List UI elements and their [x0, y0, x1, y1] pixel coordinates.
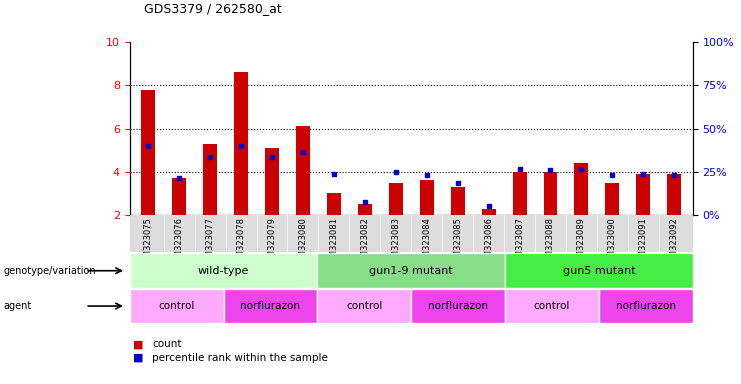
Text: GSM323085: GSM323085 [453, 217, 462, 268]
Text: genotype/variation: genotype/variation [4, 266, 96, 276]
Bar [389, 183, 403, 215]
Text: GSM323090: GSM323090 [608, 217, 617, 268]
Text: GSM323076: GSM323076 [175, 217, 184, 268]
Text: norflurazon: norflurazon [241, 301, 300, 311]
Text: count: count [152, 339, 182, 349]
Text: GSM323075: GSM323075 [144, 217, 153, 268]
Bar [482, 209, 496, 215]
Bar [296, 126, 310, 215]
Text: GSM323077: GSM323077 [205, 217, 215, 268]
Bar [358, 204, 372, 215]
Text: GSM323082: GSM323082 [360, 217, 369, 268]
Text: GSM323078: GSM323078 [236, 217, 245, 268]
Bar [327, 194, 341, 215]
Text: GSM323091: GSM323091 [639, 217, 648, 268]
Text: GSM323089: GSM323089 [577, 217, 586, 268]
Bar [172, 178, 186, 215]
Text: percentile rank within the sample: percentile rank within the sample [152, 353, 328, 363]
Bar [234, 73, 248, 215]
Text: control: control [534, 301, 571, 311]
Text: gun5 mutant: gun5 mutant [562, 266, 635, 276]
Text: GDS3379 / 262580_at: GDS3379 / 262580_at [144, 2, 282, 15]
Bar [513, 172, 527, 215]
Bar [203, 144, 217, 215]
Bar [142, 90, 155, 215]
Bar [544, 172, 557, 215]
Bar [668, 174, 681, 215]
Bar [265, 148, 279, 215]
Text: norflurazon: norflurazon [428, 301, 488, 311]
Bar [451, 187, 465, 215]
Text: agent: agent [4, 301, 32, 311]
Text: GSM323081: GSM323081 [330, 217, 339, 268]
Text: GSM323080: GSM323080 [299, 217, 308, 268]
Text: GSM323088: GSM323088 [546, 217, 555, 268]
Text: GSM323086: GSM323086 [484, 217, 493, 268]
Bar [637, 174, 651, 215]
Text: ■: ■ [133, 353, 144, 363]
Text: GSM323079: GSM323079 [268, 217, 276, 268]
Text: GSM323092: GSM323092 [670, 217, 679, 268]
Text: ■: ■ [133, 339, 144, 349]
Text: GSM323087: GSM323087 [515, 217, 524, 268]
Bar [605, 183, 619, 215]
Text: gun1-9 mutant: gun1-9 mutant [369, 266, 453, 276]
Bar [574, 163, 588, 215]
Text: GSM323083: GSM323083 [391, 217, 400, 268]
Text: GSM323084: GSM323084 [422, 217, 431, 268]
Text: control: control [346, 301, 382, 311]
Text: wild-type: wild-type [198, 266, 249, 276]
Text: control: control [159, 301, 195, 311]
Text: norflurazon: norflurazon [616, 301, 676, 311]
Bar [419, 180, 433, 215]
